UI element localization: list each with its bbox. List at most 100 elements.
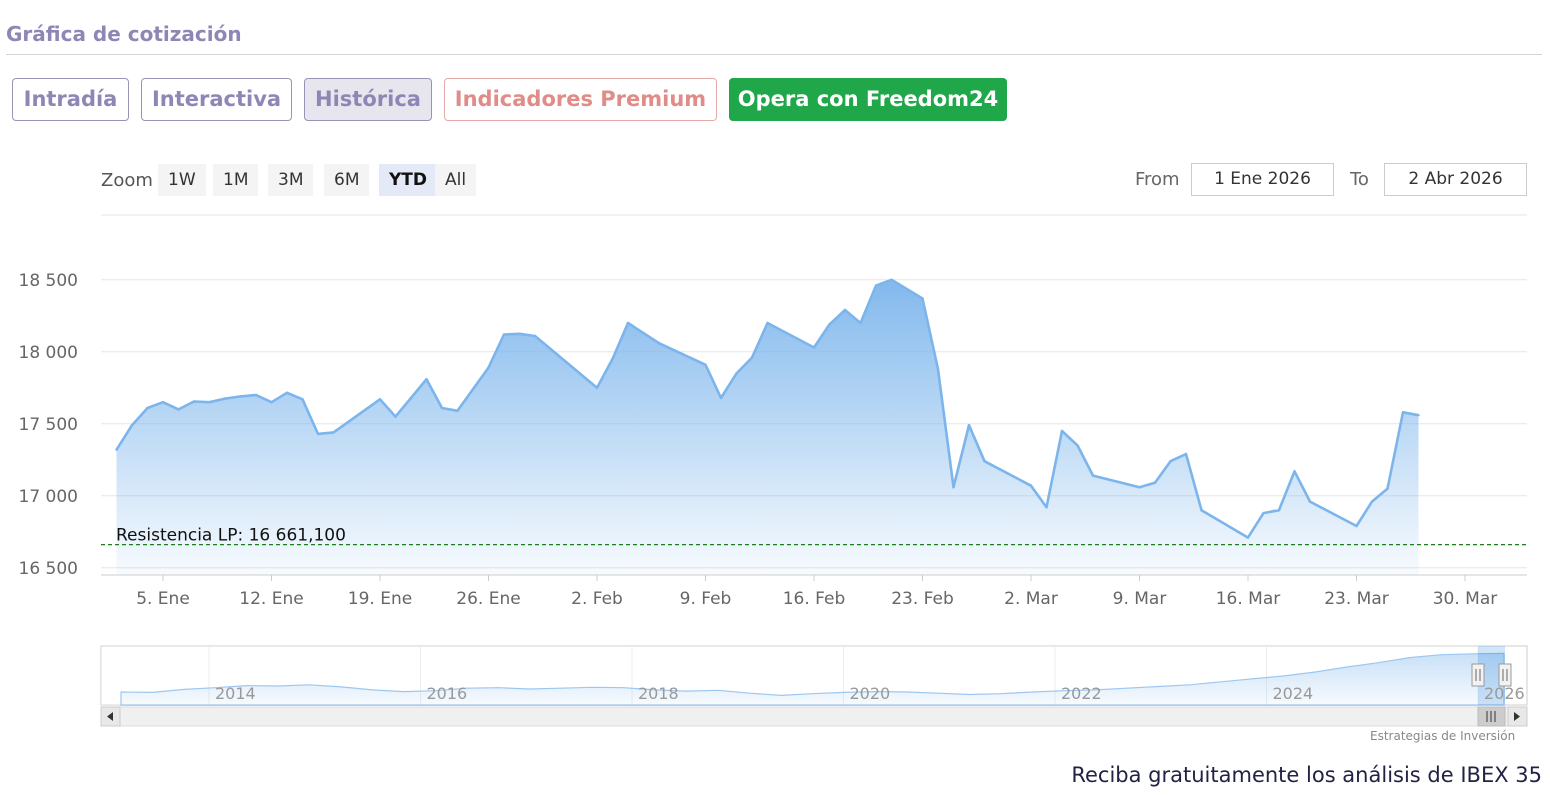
navigator-handle-right[interactable] [1498, 663, 1512, 687]
navigator-year-label: 2020 [850, 684, 891, 703]
data-point [254, 393, 258, 397]
data-point [967, 424, 971, 427]
chart-credit[interactable]: Estrategias de Inversión [1370, 729, 1516, 743]
zoom-1m-button[interactable]: 1M [213, 164, 259, 196]
data-point [1153, 481, 1157, 484]
x-tick-label: 2. Mar [1004, 589, 1058, 609]
x-tick-label: 9. Feb [680, 589, 732, 609]
data-point [750, 356, 754, 359]
scrollbar-left-arrow[interactable] [100, 706, 121, 727]
data-point [130, 424, 134, 427]
x-tick-label: 19. Ene [348, 589, 412, 609]
data-point [378, 398, 382, 401]
scrollbar-track[interactable] [100, 706, 1528, 727]
data-point [735, 372, 738, 375]
data-point [394, 415, 397, 418]
navigator-mask-left [101, 646, 1478, 705]
navigator-series [120, 652, 1505, 706]
zoom-3m-button[interactable]: 3M [268, 164, 314, 196]
data-point [1386, 487, 1389, 490]
data-point [1370, 500, 1374, 503]
data-point [270, 401, 273, 404]
data-point [1138, 486, 1141, 489]
opera-freedom24-button[interactable]: Opera con Freedom24 [729, 78, 1007, 121]
data-point [223, 397, 227, 400]
navigator-year-label: 2022 [1061, 684, 1102, 703]
data-point [456, 409, 459, 412]
navigator-year-label: 2014 [215, 684, 256, 703]
y-tick-label: 17 000 [19, 487, 78, 507]
navigator-handle-left[interactable] [1471, 663, 1485, 687]
data-point [239, 395, 242, 398]
data-point [1076, 444, 1079, 447]
data-point [115, 448, 118, 451]
data-point [1401, 411, 1405, 414]
tab-indicadores-premium[interactable]: Indicadores Premium [444, 78, 717, 121]
data-point [766, 321, 769, 325]
zoom-1w-button[interactable]: 1W [158, 164, 206, 196]
data-point [409, 396, 413, 400]
zoom-ytd-button[interactable]: YTD [379, 164, 438, 196]
y-tick-label: 18 500 [19, 271, 78, 291]
data-point [1355, 524, 1358, 528]
data-point [890, 278, 893, 281]
range-from-label: From [1135, 169, 1180, 190]
data-point [595, 386, 599, 389]
data-point [1029, 484, 1033, 487]
data-point [1184, 452, 1188, 456]
x-tick-label: 16. Mar [1216, 589, 1281, 609]
section-title: Gráfica de cotización [6, 22, 242, 46]
data-point [208, 401, 211, 404]
price-area [116, 279, 1419, 575]
navigator-selected-window[interactable] [1478, 646, 1505, 705]
navigator-year-label: 2026 [1484, 684, 1525, 703]
zoom-all-button[interactable]: All [435, 164, 477, 196]
data-point [1246, 536, 1250, 539]
data-point [952, 486, 955, 489]
x-tick-label: 2. Feb [571, 589, 623, 609]
scrollbar-thumb[interactable] [1477, 706, 1506, 727]
navigator-year-label: 2018 [638, 684, 679, 703]
data-point [177, 408, 180, 411]
promo-text[interactable]: Reciba gratuitamente los análisis de IBE… [1071, 763, 1542, 787]
tab-intradia[interactable]: Intradía [12, 78, 129, 121]
data-point [983, 460, 986, 463]
data-point [936, 367, 940, 371]
data-point [1060, 429, 1064, 433]
data-point [1091, 474, 1095, 477]
data-point [812, 346, 816, 349]
data-point [301, 398, 304, 401]
x-tick-label: 5. Ene [136, 589, 190, 609]
x-tick-label: 23. Feb [891, 589, 954, 609]
range-to-input[interactable]: 2 Abr 2026 [1384, 163, 1527, 196]
data-point [626, 321, 630, 325]
data-point [316, 432, 320, 436]
data-point [657, 342, 661, 345]
data-point [487, 366, 490, 369]
data-point [425, 378, 428, 381]
data-point [859, 321, 862, 325]
data-point [704, 363, 707, 366]
range-from-input[interactable]: 1 Ene 2026 [1191, 163, 1334, 196]
y-tick-label: 17 500 [19, 415, 78, 435]
data-point [611, 357, 614, 361]
y-tick-label: 16 500 [19, 559, 78, 579]
navigator-background [100, 645, 1528, 706]
resistance-label: Resistencia LP: 16 661,100 [116, 526, 346, 546]
data-point [1277, 509, 1281, 512]
navigator-year-label: 2016 [427, 684, 468, 703]
tab-historica[interactable]: Histórica [304, 78, 432, 121]
zoom-6m-button[interactable]: 6M [324, 164, 370, 196]
data-point [332, 431, 335, 434]
price-line [115, 278, 1419, 539]
title-divider [6, 54, 1542, 55]
tab-interactiva[interactable]: Interactiva [141, 78, 292, 121]
data-point [921, 297, 924, 300]
data-point [1308, 500, 1312, 503]
data-point [533, 334, 537, 338]
data-point [874, 284, 878, 287]
data-point [1169, 460, 1172, 463]
data-point [642, 331, 645, 335]
zoom-label: Zoom [101, 170, 153, 191]
scrollbar-right-arrow[interactable] [1507, 706, 1528, 727]
